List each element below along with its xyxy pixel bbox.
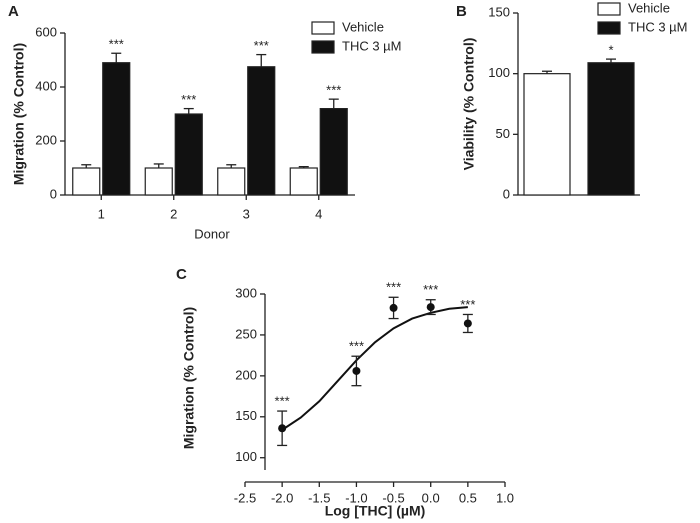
bar bbox=[72, 167, 101, 196]
x-tick-label: -2.0 bbox=[271, 490, 293, 505]
panel-label: C bbox=[176, 266, 187, 283]
x-tick-label: 4 bbox=[315, 206, 322, 221]
point bbox=[426, 303, 435, 312]
bar bbox=[102, 62, 131, 196]
legend-swatch bbox=[597, 21, 621, 35]
x-tick-label: 1 bbox=[98, 206, 105, 221]
x-tick-label: -0.5 bbox=[382, 490, 404, 505]
y-tick-label: 200 bbox=[235, 367, 257, 382]
legend-swatch bbox=[311, 21, 335, 35]
legend-swatch bbox=[597, 2, 621, 16]
x-axis-label: Donor bbox=[194, 226, 230, 241]
bar bbox=[144, 167, 173, 196]
point bbox=[389, 303, 398, 312]
annotation: *** bbox=[181, 92, 196, 107]
panel-label: B bbox=[456, 3, 467, 20]
y-tick-label: 0 bbox=[503, 186, 510, 201]
legend-label: THC 3 µM bbox=[342, 38, 402, 53]
y-axis-label: Viability (% Control) bbox=[461, 38, 477, 171]
panel-label: A bbox=[8, 3, 19, 20]
y-tick-label: 200 bbox=[35, 132, 57, 147]
annotation: *** bbox=[386, 280, 401, 295]
annotation: *** bbox=[109, 37, 124, 52]
bar bbox=[174, 113, 203, 196]
bar bbox=[217, 167, 246, 196]
legend-label: THC 3 µM bbox=[628, 19, 688, 34]
annotation: *** bbox=[423, 282, 438, 297]
point bbox=[278, 424, 287, 433]
legend-swatch bbox=[311, 40, 335, 54]
x-tick-label: 1.0 bbox=[496, 490, 514, 505]
bar bbox=[247, 66, 276, 196]
x-tick-label: 2 bbox=[170, 206, 177, 221]
legend-label: Vehicle bbox=[628, 0, 670, 15]
annotation: *** bbox=[460, 297, 475, 312]
point bbox=[352, 366, 361, 375]
point bbox=[463, 319, 472, 328]
x-tick-label: -1.0 bbox=[345, 490, 367, 505]
x-axis-label: Log [THC] (µM) bbox=[325, 503, 426, 519]
annotation: *** bbox=[349, 339, 364, 354]
annotation: *** bbox=[254, 38, 269, 53]
y-tick-label: 0 bbox=[50, 186, 57, 201]
x-tick-label: 0.0 bbox=[422, 490, 440, 505]
fit-curve bbox=[281, 306, 468, 431]
y-axis-label: Migration (% Control) bbox=[181, 307, 197, 449]
y-tick-label: 150 bbox=[488, 4, 510, 19]
y-tick-label: 400 bbox=[35, 78, 57, 93]
y-tick-label: 600 bbox=[35, 24, 57, 39]
y-axis-label: Migration (% Control) bbox=[11, 43, 27, 185]
y-tick-label: 100 bbox=[488, 65, 510, 80]
x-tick-label: -2.5 bbox=[234, 490, 256, 505]
bar bbox=[319, 107, 348, 196]
annotation: *** bbox=[275, 393, 290, 408]
x-tick-label: 3 bbox=[243, 206, 250, 221]
bar bbox=[289, 167, 318, 196]
y-tick-label: 100 bbox=[235, 449, 257, 464]
x-tick-label: 0.5 bbox=[459, 490, 477, 505]
legend-label: Vehicle bbox=[342, 19, 384, 34]
y-tick-label: 50 bbox=[496, 126, 510, 141]
bar bbox=[587, 62, 635, 196]
annotation: * bbox=[608, 43, 613, 58]
y-tick-label: 250 bbox=[235, 326, 257, 341]
y-tick-label: 150 bbox=[235, 408, 257, 423]
annotation: *** bbox=[326, 83, 341, 98]
x-tick-label: -1.5 bbox=[308, 490, 330, 505]
y-tick-label: 300 bbox=[235, 285, 257, 300]
bar bbox=[523, 73, 571, 196]
